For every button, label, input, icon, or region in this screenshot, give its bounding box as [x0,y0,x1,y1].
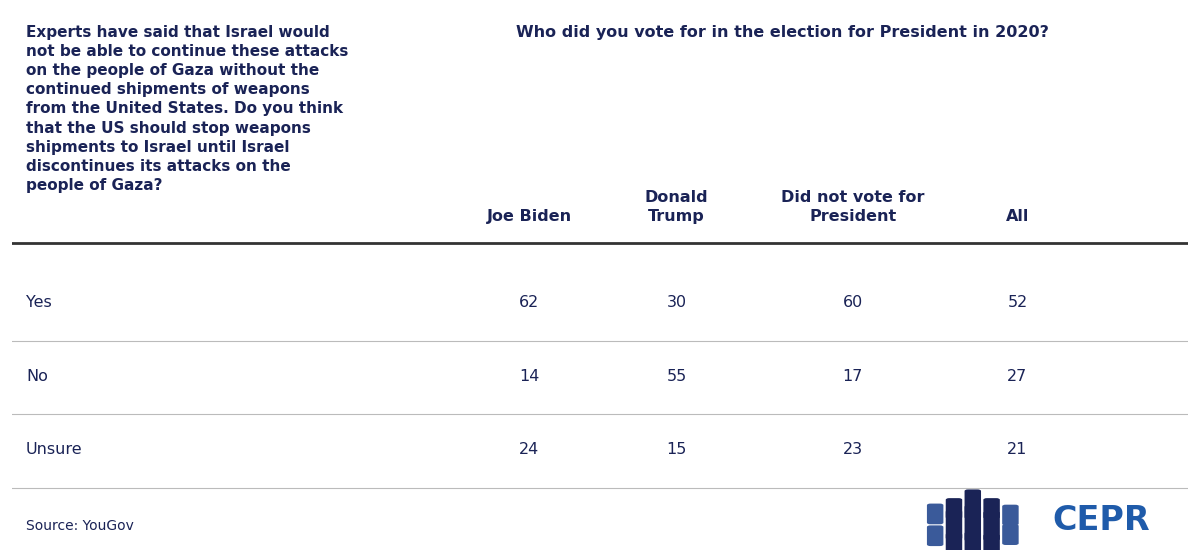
Text: 23: 23 [842,442,863,457]
FancyBboxPatch shape [1002,524,1019,545]
Text: Did not vote for
President: Did not vote for President [781,190,924,224]
Text: 60: 60 [842,295,863,310]
FancyBboxPatch shape [926,504,943,524]
FancyBboxPatch shape [983,511,1000,540]
Text: 30: 30 [666,295,686,310]
Text: All: All [1006,208,1030,224]
Text: 14: 14 [520,369,540,384]
Text: 55: 55 [666,369,686,384]
FancyBboxPatch shape [983,534,1000,555]
Text: 17: 17 [842,369,863,384]
FancyBboxPatch shape [946,533,962,554]
Text: CEPR: CEPR [1052,504,1151,537]
FancyBboxPatch shape [946,498,962,519]
FancyBboxPatch shape [1002,505,1019,525]
FancyBboxPatch shape [965,532,982,556]
Text: Unsure: Unsure [26,442,83,457]
FancyBboxPatch shape [926,525,943,546]
Text: Yes: Yes [26,295,52,310]
Text: 27: 27 [1007,369,1027,384]
Text: Source: YouGov: Source: YouGov [26,519,134,533]
FancyBboxPatch shape [965,505,982,541]
Text: Experts have said that Israel would
not be able to continue these attacks
on the: Experts have said that Israel would not … [26,24,348,193]
FancyBboxPatch shape [983,498,1000,519]
Text: Joe Biden: Joe Biden [487,208,572,224]
Text: 24: 24 [520,442,540,457]
Text: 52: 52 [1007,295,1027,310]
FancyBboxPatch shape [946,510,962,539]
Text: No: No [26,369,48,384]
Text: Who did you vote for in the election for President in 2020?: Who did you vote for in the election for… [516,24,1049,39]
FancyBboxPatch shape [965,489,982,519]
Text: Donald
Trump: Donald Trump [644,190,708,224]
Text: 21: 21 [1007,442,1027,457]
Text: 62: 62 [520,295,540,310]
Text: 15: 15 [666,442,686,457]
